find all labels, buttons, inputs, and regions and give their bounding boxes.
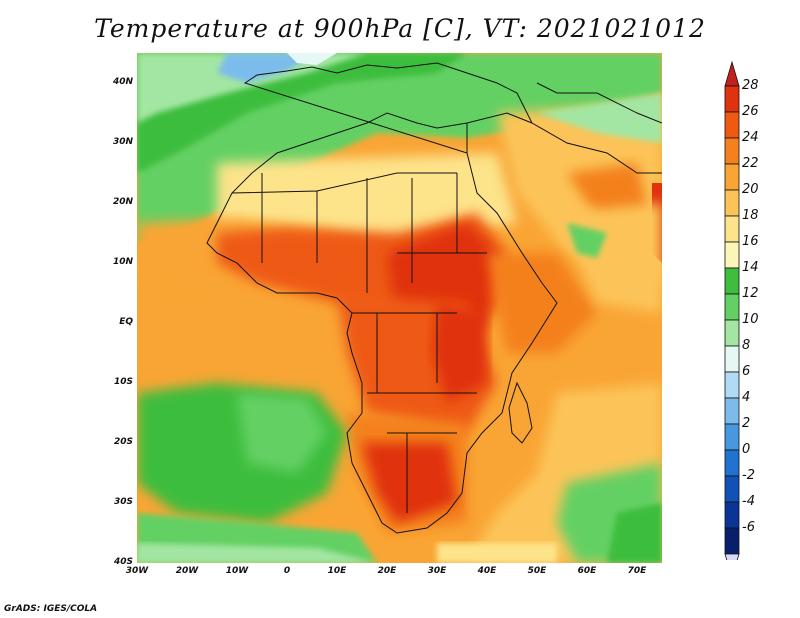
colorbar-label: 26 [742, 104, 759, 119]
colorbar-label: 2 [742, 416, 751, 431]
latitude-label: 10S [113, 377, 133, 387]
colorbar-over-triangle [724, 60, 740, 87]
latitude-label: 40N [112, 77, 133, 87]
colorbar-segment [724, 319, 740, 347]
longitude-label: 60E [577, 566, 597, 576]
colorbar-segment [724, 527, 740, 555]
colorbar-segment [724, 423, 740, 451]
colorbar-segment [724, 163, 740, 191]
latitude-label: EQ [119, 317, 133, 327]
longitude-label: 20W [175, 566, 199, 576]
latitude-label: 40S [113, 557, 133, 567]
colorbar-label: 0 [742, 442, 751, 457]
colorbar-label: -6 [742, 520, 755, 535]
longitude-label: 10E [327, 566, 347, 576]
longitude-label: 20E [377, 566, 397, 576]
colorbar-label: 10 [742, 312, 759, 327]
colorbar-label: 12 [742, 286, 759, 301]
colorbar-segment [724, 137, 740, 165]
colorbar-label: 6 [742, 364, 751, 379]
colorbar-segment [724, 189, 740, 217]
colorbar-segment [724, 345, 740, 373]
latitude-label: 20S [113, 437, 133, 447]
colorbar-label: 18 [742, 208, 759, 223]
coastlines [206, 62, 663, 534]
chart-title: Temperature at 900hPa [C], VT: 202102101… [94, 14, 706, 43]
colorbar-label: 20 [742, 182, 759, 197]
colorbar-label: -2 [742, 468, 755, 483]
longitude-label: 0 [283, 566, 291, 576]
colorbar-label: 16 [742, 234, 759, 249]
colorbar-segment [724, 501, 740, 529]
colorbar-segment [724, 293, 740, 321]
longitude-label: 30W [125, 566, 149, 576]
colorbar-segment [724, 111, 740, 139]
colorbar-segment [724, 241, 740, 269]
colorbar-label: 22 [742, 156, 759, 171]
colorbar-segment [724, 449, 740, 477]
colorbar-label: 24 [742, 130, 759, 145]
credit-label: GrADS: IGES/COLA [4, 604, 98, 614]
longitude-label: 10W [225, 566, 249, 576]
colorbar-segment [724, 371, 740, 399]
colorbar [724, 60, 740, 560]
latitude-label: 20N [112, 197, 133, 207]
longitude-label: 40E [477, 566, 497, 576]
map-canvas [137, 53, 663, 563]
colorbar-segment [724, 267, 740, 295]
colorbar-label: 28 [742, 78, 759, 93]
longitude-label: 70E [627, 566, 647, 576]
colorbar-label: 4 [742, 390, 751, 405]
colorbar-segment [724, 397, 740, 425]
colorbar-label: 14 [742, 260, 759, 275]
longitude-label: 50E [527, 566, 547, 576]
colorbar-segment [724, 215, 740, 243]
temperature-field [137, 53, 662, 563]
latitude-label: 30N [112, 137, 133, 147]
colorbar-under-triangle [724, 553, 740, 560]
colorbar-label: 8 [742, 338, 751, 353]
latitude-label: 30S [113, 497, 133, 507]
colorbar-segment [724, 85, 740, 113]
temperature-map [137, 53, 663, 563]
longitude-label: 30E [427, 566, 447, 576]
colorbar-label: -4 [742, 494, 755, 509]
colorbar-segment [724, 475, 740, 503]
latitude-label: 10N [112, 257, 133, 267]
